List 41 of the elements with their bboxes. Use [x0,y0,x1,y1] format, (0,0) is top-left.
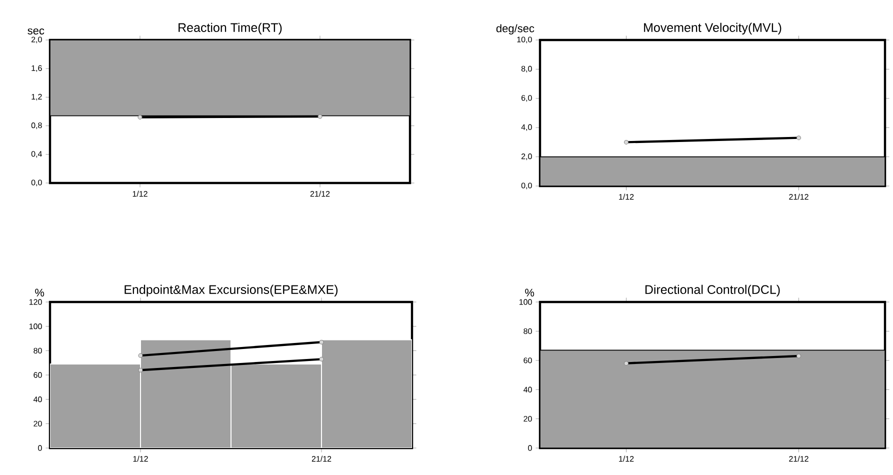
y-tick-label: 0,8 [31,122,42,130]
y-tick-label: 20 [34,420,42,426]
chart-title: Endpoint&Max Excursions(EPE&MXE) [124,284,338,296]
y-tick-label: 0 [528,445,532,451]
y-tick-label: 8,0 [521,66,532,72]
y-tick-label: 100 [29,324,42,330]
chart-title: Reaction Time(RT) [178,22,282,34]
y-tick-label: 6,0 [521,95,532,102]
y-tick-label: 0,4 [31,151,42,158]
x-tick-label: 21/12 [312,456,332,462]
y-axis-title: deg/sec [496,24,534,34]
y-tick-label: 80 [34,348,42,354]
y-tick-label: 2,0 [521,154,532,160]
y-tick-label: 20 [524,416,532,422]
y-tick-label: 1,6 [32,65,42,72]
y-tick-label: 120 [29,299,42,305]
y-tick-label: 60 [34,372,42,378]
y-tick-label: 60 [524,358,532,364]
y-tick-label: 1,2 [32,94,42,100]
y-tick-label: 2,0 [31,36,42,44]
y-axis-title: % [35,288,44,296]
y-tick-label: 0 [38,445,42,451]
x-tick-label: 21/12 [789,456,808,462]
x-tick-label: 1/12 [133,456,148,462]
y-tick-label: 0,0 [521,182,532,190]
y-axis-title: sec [28,28,44,34]
y-tick-label: 80 [524,328,532,334]
x-tick-label: 1/12 [619,456,634,462]
chart-title: Directional Control(DCL) [645,284,780,296]
chart-title: Movement Velocity(MVL) [644,22,782,34]
x-tick-label: 21/12 [310,190,330,197]
y-tick-label: 10,0 [517,36,532,44]
y-tick-label: 100 [519,299,532,305]
y-tick-label: 4,0 [521,124,532,131]
y-tick-label: 40 [33,396,42,402]
x-tick-label: 1/12 [619,194,634,200]
y-tick-label: 40 [523,386,532,392]
y-tick-label: 0,0 [31,180,42,186]
x-tick-label: 21/12 [789,194,808,200]
y-axis-title: % [525,288,534,296]
x-tick-label: 1/12 [132,190,148,197]
